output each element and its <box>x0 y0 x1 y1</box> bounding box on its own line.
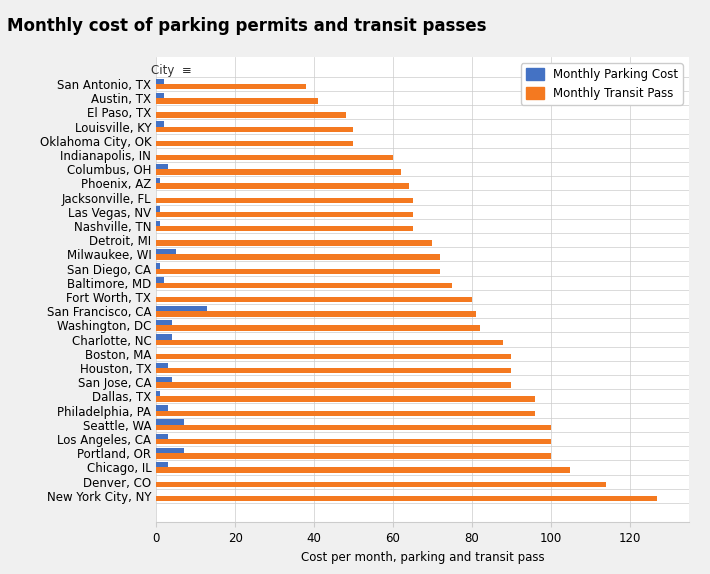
Bar <box>156 283 452 288</box>
Bar <box>156 439 551 444</box>
Bar <box>156 368 511 373</box>
Bar <box>156 240 432 246</box>
Bar <box>156 249 176 254</box>
X-axis label: Cost per month, parking and transit pass: Cost per month, parking and transit pass <box>300 550 545 564</box>
Bar <box>156 340 503 345</box>
Bar <box>156 482 606 487</box>
Bar <box>156 462 168 467</box>
Bar <box>156 334 172 340</box>
Bar <box>156 467 570 473</box>
Bar <box>156 320 172 325</box>
Bar <box>156 254 440 260</box>
Bar <box>156 377 172 382</box>
Bar <box>156 93 164 98</box>
Bar <box>156 425 551 430</box>
Bar <box>156 207 160 212</box>
Bar <box>156 391 160 397</box>
Bar <box>156 453 551 459</box>
Bar <box>156 212 413 217</box>
Bar <box>156 220 160 226</box>
Bar <box>156 126 354 132</box>
Bar <box>156 354 511 359</box>
Bar <box>156 363 168 368</box>
Bar <box>156 113 346 118</box>
Bar <box>156 79 164 84</box>
Bar <box>156 226 413 231</box>
Bar <box>156 121 164 126</box>
Bar <box>156 84 306 90</box>
Bar <box>156 382 511 387</box>
Bar <box>156 178 160 183</box>
Text: Monthly cost of parking permits and transit passes: Monthly cost of parking permits and tran… <box>7 17 486 35</box>
Bar <box>156 183 409 189</box>
Bar <box>156 325 480 331</box>
Bar <box>156 277 164 283</box>
Bar <box>156 311 476 317</box>
Bar <box>156 269 440 274</box>
Bar <box>156 155 393 160</box>
Bar <box>156 263 160 269</box>
Bar <box>156 306 207 311</box>
Bar <box>156 169 400 174</box>
Bar <box>156 164 168 169</box>
Bar <box>156 420 184 425</box>
Bar <box>156 496 657 501</box>
Bar <box>156 410 535 416</box>
Bar <box>156 98 318 103</box>
Legend: Monthly Parking Cost, Monthly Transit Pass: Monthly Parking Cost, Monthly Transit Pa… <box>521 63 683 104</box>
Bar <box>156 197 413 203</box>
Bar <box>156 397 535 402</box>
Bar <box>156 297 471 302</box>
Bar <box>156 448 184 453</box>
Bar <box>156 405 168 410</box>
Text: City  ≡: City ≡ <box>151 64 192 77</box>
Bar <box>156 433 168 439</box>
Bar <box>156 141 354 146</box>
